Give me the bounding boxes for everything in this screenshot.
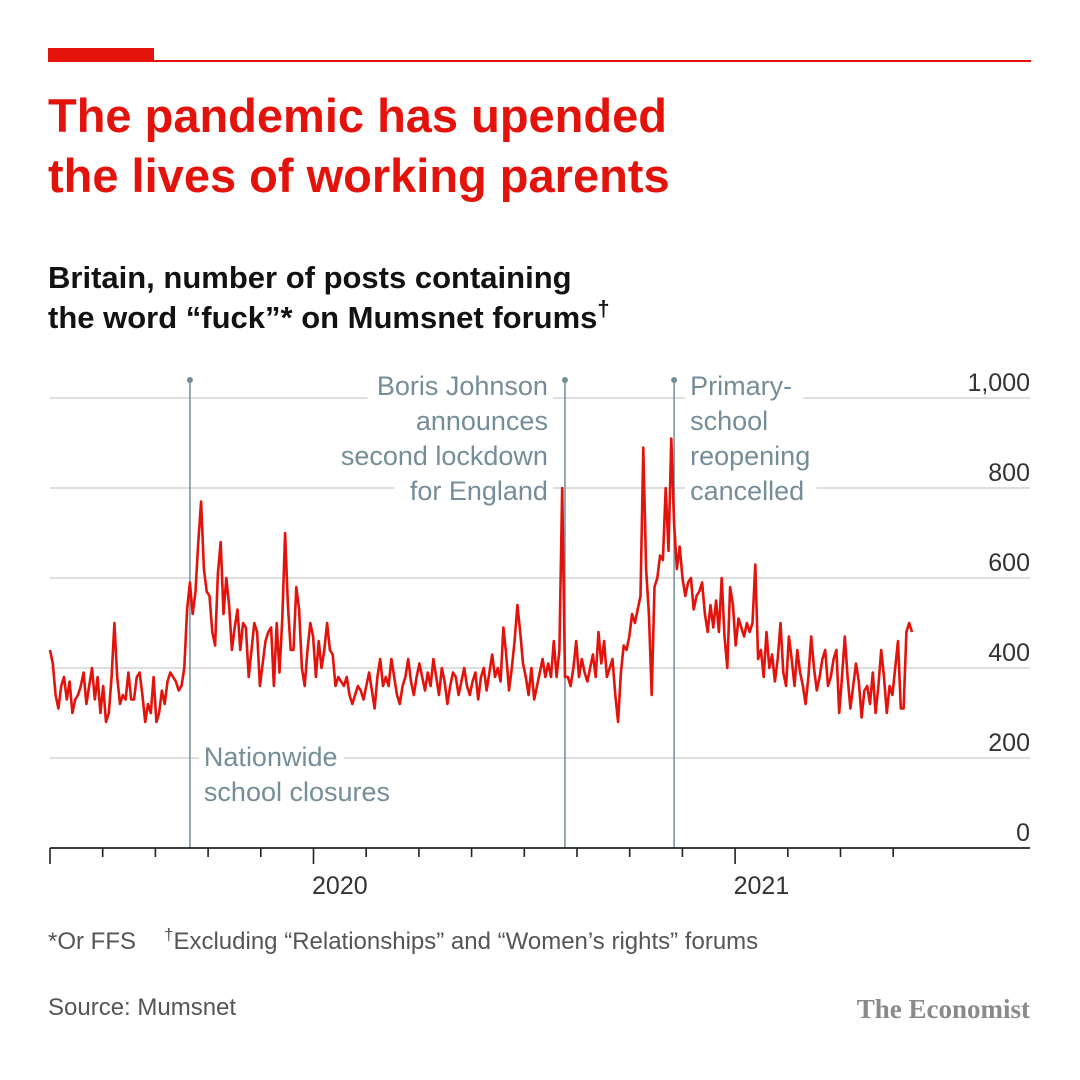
annotation-label: reopening bbox=[690, 441, 810, 471]
annotation-marker bbox=[561, 377, 568, 383]
annotation-label: cancelled bbox=[690, 476, 804, 506]
footnote-or-ffs: *Or FFS bbox=[48, 928, 136, 955]
footnote-dagger: † bbox=[164, 925, 174, 944]
annotation-label-bg bbox=[198, 739, 344, 774]
y-tick-label: 600 bbox=[988, 549, 1030, 577]
source-text: Source: Mumsnet bbox=[48, 994, 237, 1021]
annotation-label-bg bbox=[685, 403, 777, 438]
annotation-marker bbox=[186, 377, 193, 383]
brand-tag bbox=[48, 48, 154, 62]
annotation-label: Boris Johnson bbox=[377, 371, 548, 401]
line-chart: 0 200 400 600 800 1,000 Nationwide school closu… bbox=[48, 368, 1030, 900]
chart-title-line1: The pandemic has upended bbox=[48, 89, 667, 142]
annotation-label-bg bbox=[367, 368, 553, 403]
annotation-label-bg bbox=[394, 473, 553, 508]
chart-title: The pandemic has upended the lives of wo… bbox=[48, 86, 948, 206]
annotation-label: school bbox=[690, 406, 768, 436]
y-tick-label: 0 bbox=[1016, 819, 1030, 847]
x-tick-label: 2020 bbox=[312, 872, 368, 900]
y-tick-label: 200 bbox=[988, 729, 1030, 757]
annotation-label: for England bbox=[410, 476, 548, 506]
footnotes: *Or FFS †Excluding “Relationships” and “W… bbox=[48, 925, 759, 956]
series-line bbox=[48, 437, 914, 724]
y-tick-label: 1,000 bbox=[967, 369, 1030, 397]
annotation-label: Primary- bbox=[690, 371, 792, 401]
top-rule bbox=[48, 60, 1031, 62]
y-tick-label: 400 bbox=[988, 639, 1030, 667]
annotation-label-bg bbox=[421, 403, 553, 438]
chart-subtitle-line2: the word “fuck”* on Mumsnet forums bbox=[48, 300, 598, 335]
annotation-label-bg bbox=[198, 774, 412, 809]
annotation-label-bg bbox=[685, 368, 804, 403]
annotation-label: second lockdown bbox=[341, 441, 548, 471]
annotation-label-bg bbox=[685, 473, 817, 508]
footnote-excluding: Excluding “Relationships” and “Women’s r… bbox=[173, 928, 759, 955]
dagger-mark: † bbox=[597, 296, 610, 321]
annotation-label-bg bbox=[685, 438, 817, 473]
chart-title-line2: the lives of working parents bbox=[48, 149, 670, 202]
annotation-label: Nationwide bbox=[204, 742, 338, 772]
y-tick-label: 800 bbox=[988, 459, 1030, 487]
economist-logo: The Economist bbox=[856, 994, 1030, 1024]
chart-subtitle-line1: Britain, number of posts containing bbox=[48, 260, 572, 295]
chart-subtitle-line2-wrap: the word “fuck”* on Mumsnet forums† bbox=[48, 296, 748, 341]
annotation-marker bbox=[671, 377, 678, 383]
annotation-label: school closures bbox=[204, 777, 390, 807]
annotation-label-bg bbox=[340, 438, 553, 473]
annotation-label: announces bbox=[416, 406, 548, 436]
chart-subtitle: Britain, number of posts containing the … bbox=[48, 258, 748, 341]
x-tick-label: 2021 bbox=[734, 872, 790, 900]
